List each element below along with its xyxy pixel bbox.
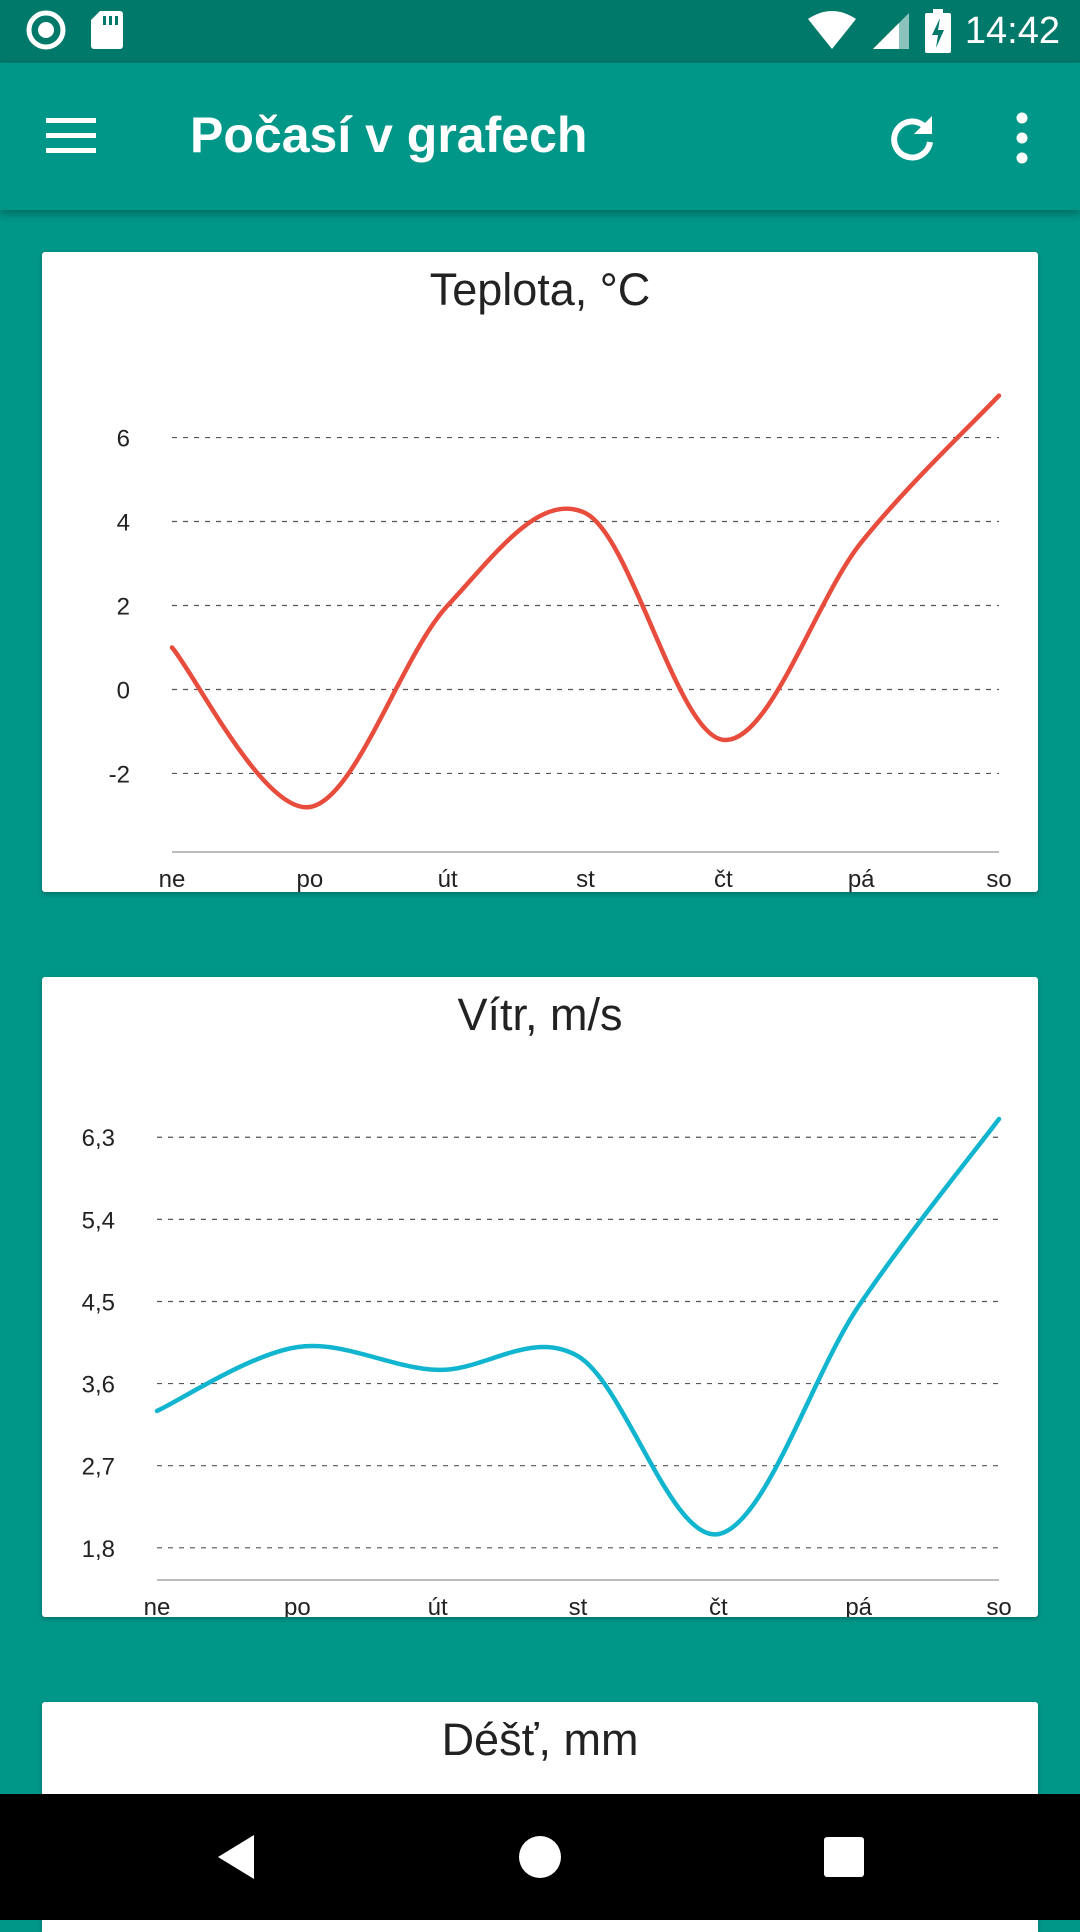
menu-button[interactable]: [40, 110, 102, 162]
status-left-icons: [26, 10, 124, 50]
wind-chart: 1,8 2,7 3,6 4,5 5,4 6,3 ne po út st čt pá so: [82, 1116, 1012, 1617]
temperature-x-tick-label: st: [576, 866, 595, 892]
temperature-y-tick-label: 4: [117, 510, 130, 537]
wind-x-tick-label: st: [569, 1594, 588, 1617]
wind-y-tick-label: 5,4: [82, 1207, 115, 1234]
temperature-x-tick-label: so: [986, 866, 1011, 892]
back-icon: [218, 1835, 254, 1879]
temperature-x-tick-label: čt: [714, 866, 733, 892]
wind-y-tick-label: 3,6: [82, 1372, 115, 1399]
rain-chart-title: Déšť, mm: [441, 1714, 639, 1765]
temperature-y-tick-label: 6: [117, 426, 130, 453]
signal-icon: [872, 13, 909, 49]
refresh-button[interactable]: [882, 108, 942, 168]
wind-chart-card: Vítr, m/s 1,8 2,7 3,6 4,5 5,4 6,3 ne po út st čt pá…: [42, 977, 1038, 1617]
wind-series-line: [154, 1116, 1002, 1537]
wind-x-tick-label: pá: [845, 1594, 872, 1617]
wind-x-tick-label: út: [428, 1594, 448, 1617]
wind-chart-title: Vítr, m/s: [457, 989, 623, 1040]
temperature-y-tick-label: -2: [109, 761, 130, 788]
home-button[interactable]: [510, 1827, 570, 1887]
temperature-x-tick-label: po: [296, 866, 323, 892]
wifi-icon: [807, 11, 856, 49]
wind-y-tick-label: 1,8: [82, 1536, 115, 1563]
status-time: 14:42: [964, 10, 1060, 52]
temperature-chart-title: Teplota, °C: [429, 264, 651, 315]
record-icon: [26, 10, 66, 50]
wind-x-tick-label: po: [284, 1594, 311, 1617]
wind-x-tick-label: čt: [709, 1594, 728, 1617]
temperature-y-tick-label: 2: [117, 594, 130, 621]
status-right-icons: 14:42: [807, 6, 1060, 56]
temperature-chart: -2 0 2 4 6 ne po út st čt pá so: [109, 393, 1012, 892]
status-bar: 14:42: [0, 0, 1080, 63]
wind-x-tick-label: ne: [144, 1594, 171, 1617]
temperature-x-tick-label: út: [438, 866, 458, 892]
refresh-icon: [891, 116, 933, 161]
temperature-x-tick-label: ne: [159, 866, 186, 892]
temperature-x-tick-label: pá: [848, 866, 875, 892]
wind-x-tick-label: so: [986, 1594, 1011, 1617]
app-bar: Počasí v grafech: [0, 63, 1080, 210]
home-icon: [519, 1836, 561, 1878]
back-button[interactable]: [208, 1827, 268, 1887]
temperature-chart-card: Teplota, °C -2 0 2 4 6 ne po út st čt pá so: [42, 252, 1038, 892]
app-title: Počasí v grafech: [190, 107, 588, 163]
battery-charging-icon: [924, 9, 951, 53]
menu-icon: [46, 118, 96, 153]
temperature-series-line: [169, 393, 1002, 810]
wind-y-tick-label: 6,3: [82, 1125, 115, 1152]
temperature-y-tick-label: 0: [117, 677, 130, 704]
more-vert-icon: [1016, 112, 1028, 164]
recents-icon: [824, 1837, 864, 1877]
wind-y-tick-label: 4,5: [82, 1289, 115, 1316]
sd-card-icon: [91, 11, 123, 49]
wind-y-tick-label: 2,7: [82, 1454, 115, 1481]
navigation-bar: [0, 1794, 1080, 1920]
more-options-button[interactable]: [1000, 108, 1044, 168]
recents-button[interactable]: [814, 1827, 874, 1887]
